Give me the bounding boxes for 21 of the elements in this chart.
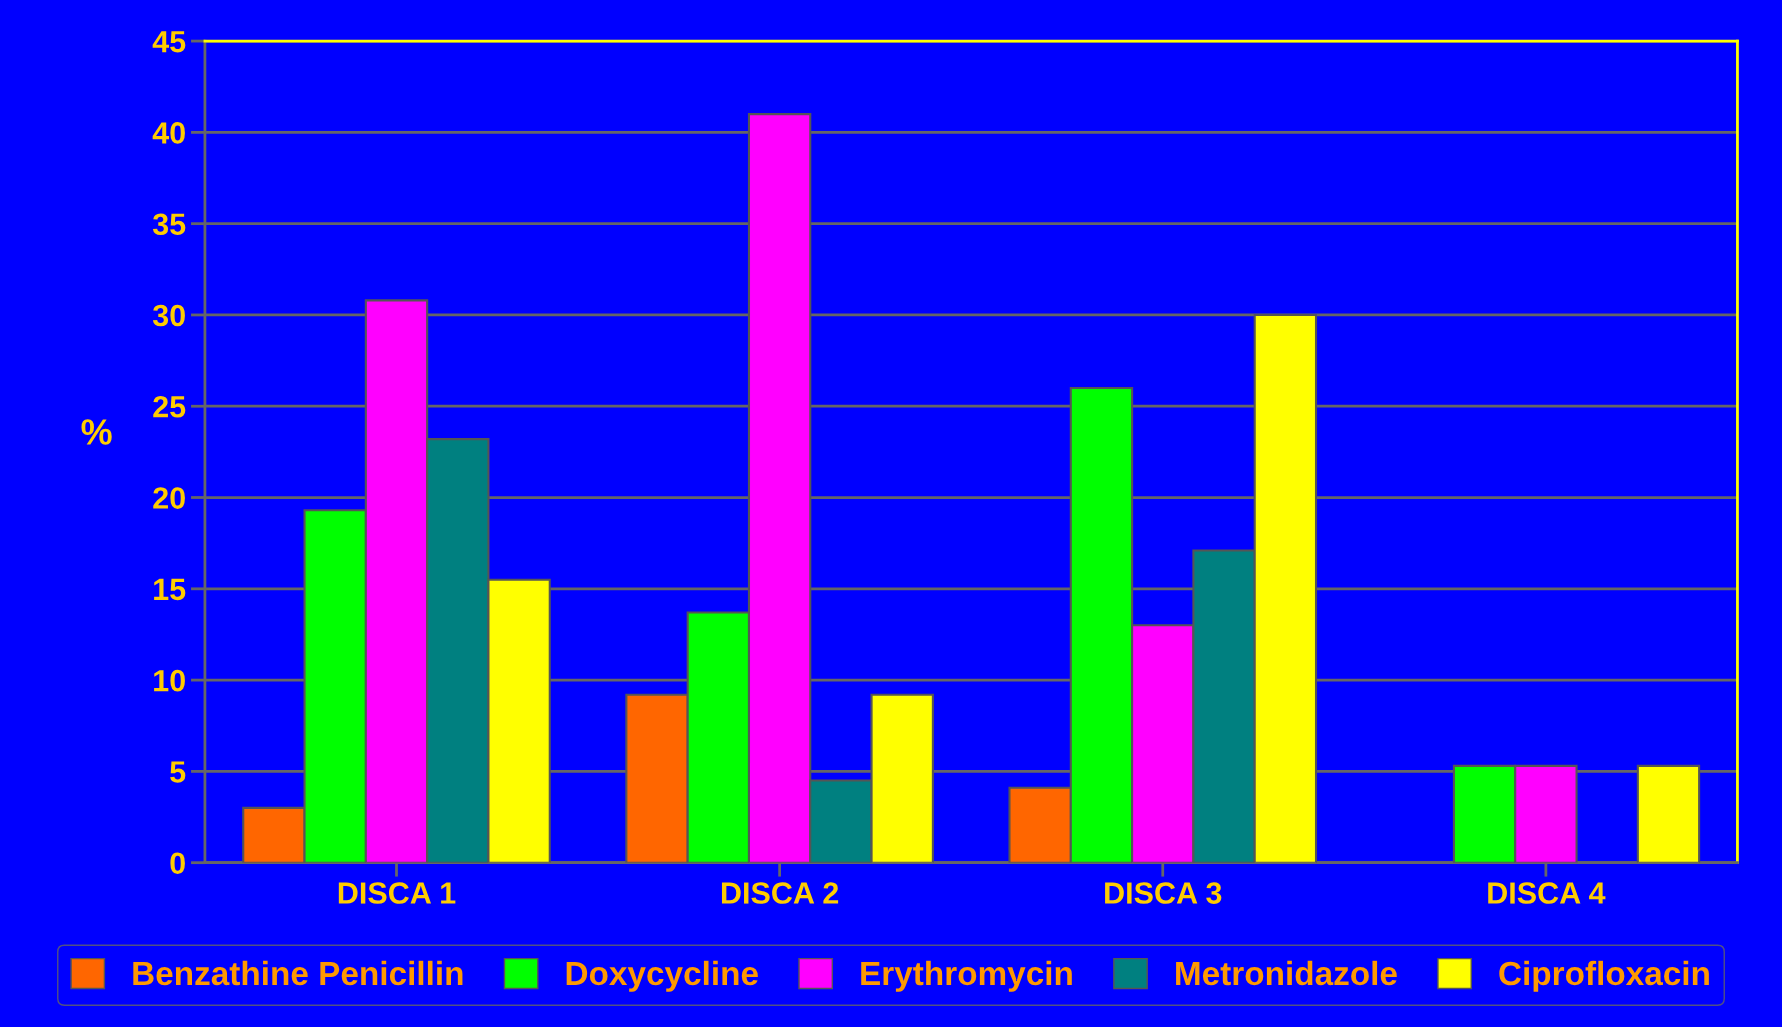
legend-label: Doxycycline: [566, 960, 758, 992]
y-tick-label: 20: [153, 487, 185, 509]
y-tick-label: 5: [170, 761, 186, 783]
x-tick-label: DISCA 4: [1488, 882, 1606, 904]
y-tick-label: 0: [170, 852, 185, 875]
legend-label: Benzathine Penicillin: [133, 960, 463, 986]
y-tick-label: 45: [152, 31, 186, 53]
legend-label: Metronidazole: [1176, 960, 1397, 986]
legend-label: Erythromycin: [861, 960, 1072, 992]
y-tick-label: 35: [152, 213, 186, 236]
x-tick-label: DISCA 2: [721, 882, 839, 904]
y-tick-label: 10: [154, 669, 185, 692]
x-tick-label: DISCA 1: [338, 882, 456, 904]
y-tick-label: 25: [153, 395, 186, 418]
legend-label: Ciprofloxacin: [1499, 960, 1709, 992]
x-tick-label: DISCA 3: [1105, 882, 1222, 904]
y-tick-label: 30: [152, 304, 185, 327]
y-axis-title: %: [81, 419, 112, 445]
y-tick-label: 40: [152, 122, 185, 144]
bar: [1636, 764, 1701, 863]
y-tick-label: 15: [154, 578, 186, 601]
